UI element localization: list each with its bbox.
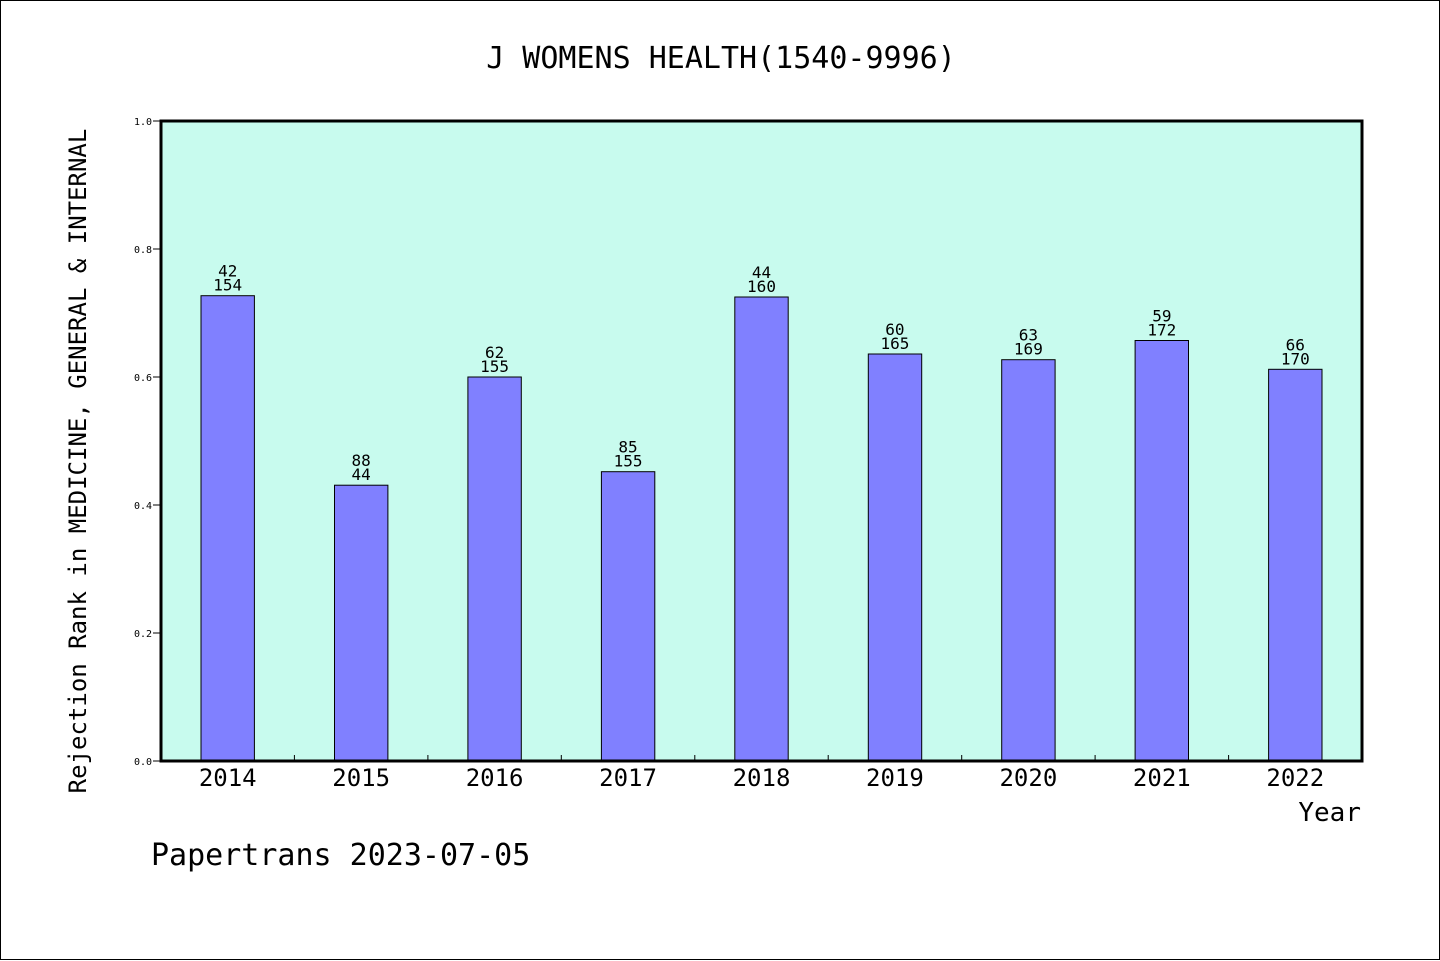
x-axis: 2014 2015 2016 2017 2018 2019 2020 2021 2022 (199, 755, 1324, 792)
x-tick-label-2021: 2021 (1133, 764, 1191, 792)
bar-2016 (467, 376, 522, 762)
x-tick-label-2015: 2015 (332, 764, 390, 792)
plot-border (159, 119, 1364, 763)
bar-label-bottom-2020: 169 (1014, 340, 1043, 359)
x-axis-label: Year (1298, 798, 1361, 828)
bar-2014 (200, 295, 255, 762)
bar-2017 (600, 471, 656, 762)
bar-label-bottom-2016: 155 (480, 357, 509, 376)
bar-2020 (1001, 359, 1056, 762)
x-tick-label-2022: 2022 (1266, 764, 1324, 792)
bar-label-top-2015: 88 (352, 451, 371, 470)
y-tick-label: 1.0 (134, 117, 152, 128)
y-tick-label: 0.4 (134, 501, 152, 512)
x-tick-label-2017: 2017 (599, 764, 657, 792)
bar-label-bottom-2017: 155 (614, 452, 643, 471)
x-tick-label-2019: 2019 (866, 764, 924, 792)
bar-label-top-2016: 62 (485, 343, 504, 362)
y-tick-label: 0.0 (134, 757, 152, 768)
bar-label-bottom-2022: 170 (1281, 349, 1310, 368)
bar-label-top-2017: 85 (618, 438, 637, 457)
x-tick-label-2014: 2014 (199, 764, 257, 792)
bar-label-top-2019: 60 (885, 320, 904, 339)
bar-2018 (734, 296, 789, 762)
x-tick-label-2018: 2018 (733, 764, 791, 792)
chart-title: J WOMENS HEALTH(1540-9996) (486, 41, 956, 76)
bar-label-top-2022: 66 (1286, 335, 1305, 354)
bar-2021 (1134, 340, 1189, 762)
bar-label-top-2018: 44 (752, 263, 771, 282)
footer-watermark: Papertrans 2023-07-05 (151, 838, 530, 873)
y-axis: 0.0 0.2 0.4 0.6 0.8 1.0 (134, 117, 161, 768)
y-tick-label: 0.6 (134, 373, 152, 384)
bar-label-top-2020: 63 (1019, 326, 1038, 345)
y-tick-label: 0.8 (134, 245, 152, 256)
x-tick-label-2016: 2016 (466, 764, 524, 792)
bar-label-bottom-2019: 165 (880, 334, 909, 353)
y-axis-label: Rejection Rank in MEDICINE, GENERAL & IN… (64, 129, 92, 794)
bar-2022 (1268, 368, 1323, 762)
bar-label-top-2014: 42 (218, 262, 237, 281)
bar-2019 (867, 353, 923, 762)
bar-label-top-2021: 59 (1152, 307, 1171, 326)
x-tick-label-2020: 2020 (999, 764, 1057, 792)
bar-label-bottom-2015: 44 (352, 465, 371, 484)
bars-group (200, 295, 1323, 762)
bar-2015 (334, 484, 389, 762)
bar-label-bottom-2014: 154 (213, 276, 242, 295)
bar-label-bottom-2021: 172 (1147, 321, 1176, 340)
bar-label-bottom-2018: 160 (747, 277, 776, 296)
y-tick-label: 0.2 (134, 629, 152, 640)
